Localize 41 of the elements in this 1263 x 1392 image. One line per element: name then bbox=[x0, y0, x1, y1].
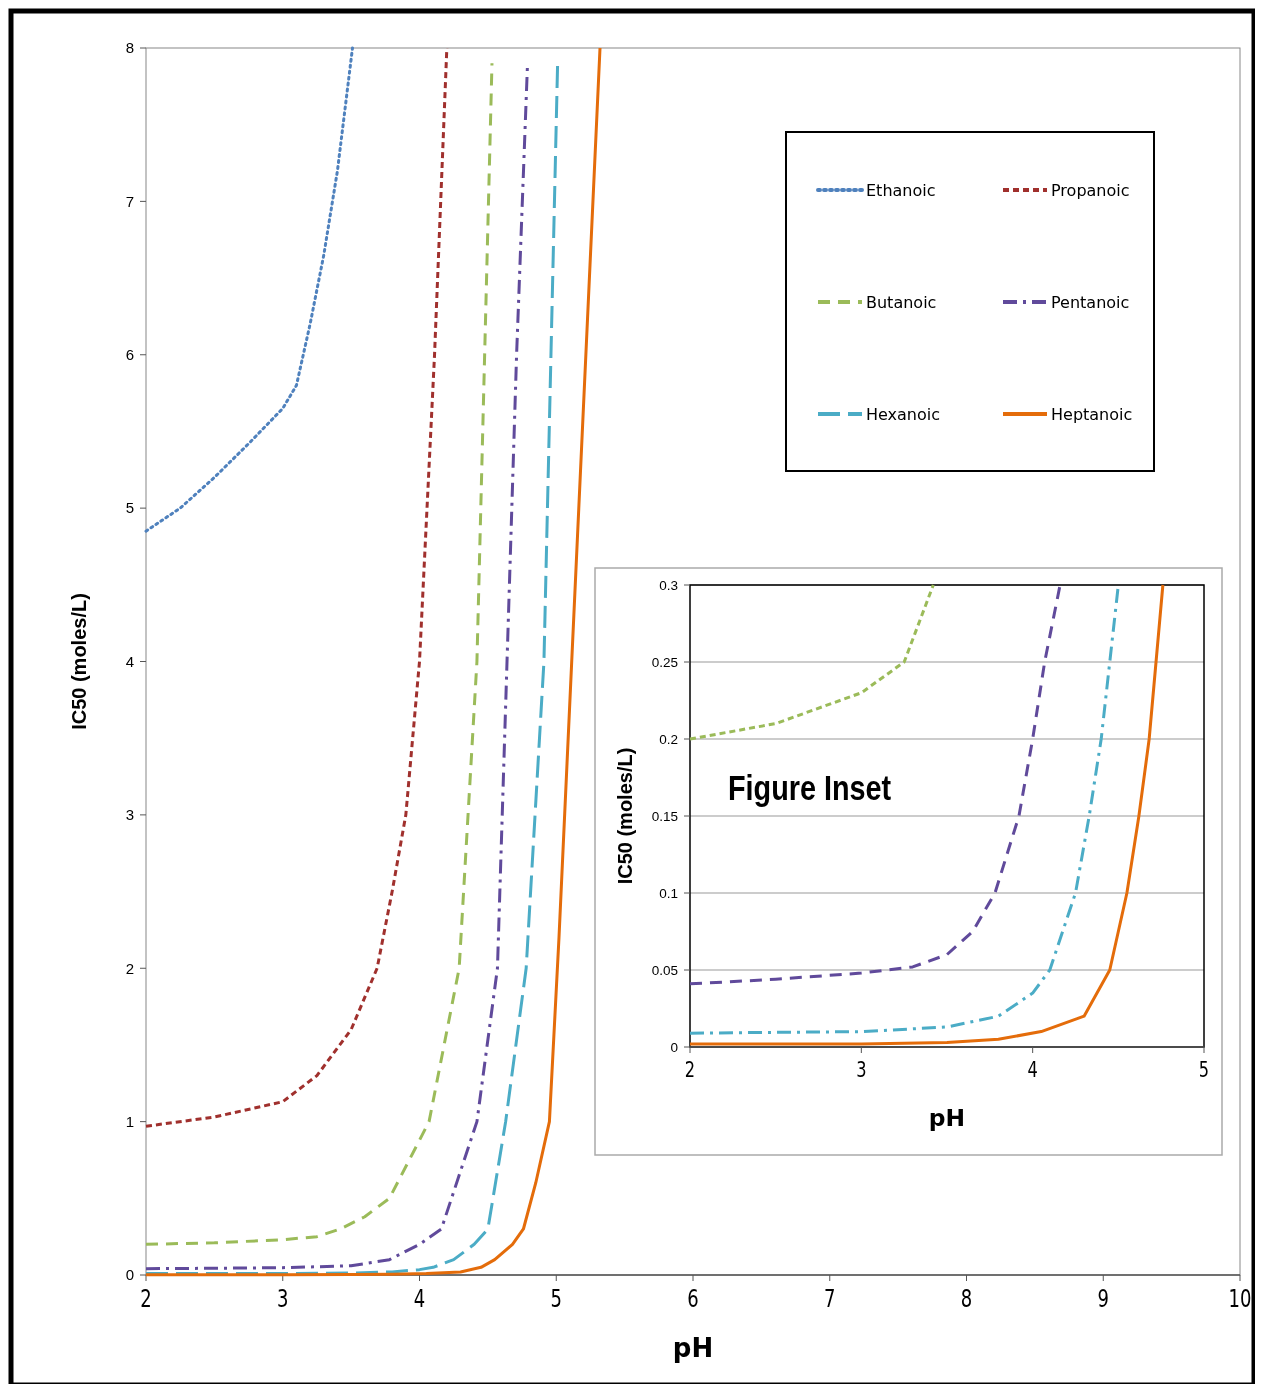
x-tick-label: 7 bbox=[824, 1284, 836, 1313]
x-tick-label: 5 bbox=[550, 1284, 562, 1313]
y-tick-label: 0.2 bbox=[659, 731, 678, 747]
x-tick-label: 5 bbox=[1198, 1056, 1210, 1083]
y-tick-label: 5 bbox=[125, 499, 134, 517]
annotation: Figure Inset bbox=[728, 766, 892, 808]
x-tick-label: 4 bbox=[1027, 1056, 1038, 1083]
legend-label: Butanoic bbox=[866, 292, 937, 312]
legend-label: Hexanoic bbox=[866, 404, 941, 424]
x-tick-label: 4 bbox=[413, 1284, 426, 1313]
y-tick-label: 8 bbox=[125, 39, 134, 57]
x-tick-label: 8 bbox=[960, 1284, 973, 1313]
y-tick-label: 0 bbox=[670, 1039, 678, 1055]
y-tick-label: 3 bbox=[125, 806, 134, 824]
legend-label: Ethanoic bbox=[866, 180, 936, 200]
legend-label: Heptanoic bbox=[1051, 404, 1133, 424]
x-tick-label: 9 bbox=[1097, 1284, 1109, 1313]
y-tick-label: 4 bbox=[125, 652, 134, 670]
y-tick-label: 6 bbox=[125, 346, 134, 363]
x-tick-label: 3 bbox=[856, 1056, 867, 1083]
y-axis-title: IC50 (moles/L) bbox=[614, 747, 636, 885]
x-axis-title: pH bbox=[928, 1103, 966, 1132]
y-tick-label: 0.05 bbox=[651, 962, 678, 978]
x-tick-label: 3 bbox=[277, 1284, 289, 1313]
x-tick-label: 6 bbox=[687, 1284, 699, 1313]
line-series bbox=[144, 46, 354, 533]
x-axis-title: pH bbox=[672, 1333, 714, 1363]
x-tick-label: 2 bbox=[684, 1056, 696, 1083]
y-axis-title: IC50 (moles/L) bbox=[68, 593, 90, 730]
y-tick-label: 1 bbox=[125, 1112, 134, 1130]
y-tick-label: 2 bbox=[125, 959, 134, 977]
y-tick-label: 7 bbox=[125, 192, 134, 210]
y-tick-label: 0.25 bbox=[651, 654, 678, 670]
legend-label: Propanoic bbox=[1051, 180, 1130, 200]
x-tick-label: 10 bbox=[1228, 1284, 1252, 1313]
y-tick-label: 0.1 bbox=[659, 885, 678, 901]
line-series bbox=[688, 583, 935, 741]
y-tick-label: 0.15 bbox=[651, 808, 678, 824]
y-tick-label: 0 bbox=[125, 1266, 134, 1284]
y-tick-label: 0.3 bbox=[659, 577, 678, 593]
legend-label: Pentanoic bbox=[1051, 292, 1130, 312]
